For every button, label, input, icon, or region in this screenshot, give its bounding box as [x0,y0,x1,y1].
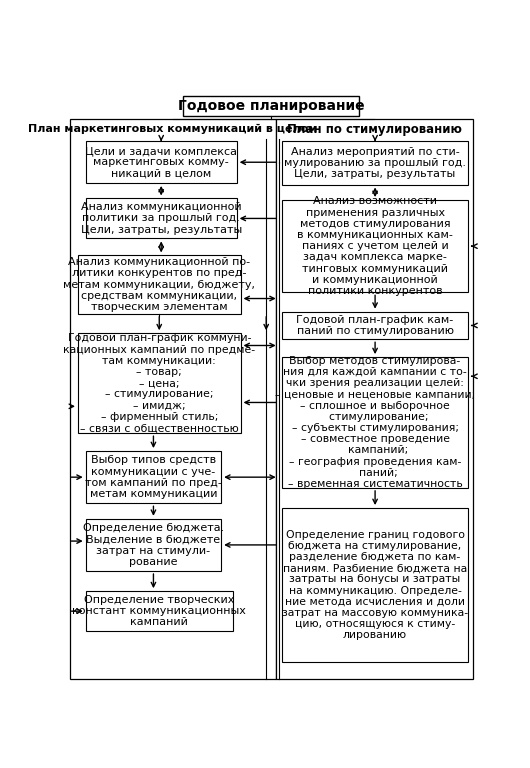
Text: План по стимулированию: План по стимулированию [287,123,462,136]
Text: Определение творческих
констант коммуникационных
кампаний: Определение творческих констант коммуник… [72,595,246,627]
Text: Годовой план-график коммуни-
кационных кампаний по предме-
там коммуникации:
– т: Годовой план-график коммуни- кационных к… [63,333,255,433]
Bar [282,200,469,293]
Bar [70,119,276,679]
Text: Годовой план-график кам-
паний по стимулированию: Годовой план-график кам- паний по стимул… [296,315,454,336]
Bar [182,96,359,116]
Text: План маркетинговых коммуникаций в целом: План маркетинговых коммуникаций в целом [28,124,317,134]
Bar [86,141,237,183]
Bar [282,357,469,488]
Bar [282,312,469,339]
Text: Выбор типов средств
коммуникации с уче-
том кампаний по пред-
метам коммуникации: Выбор типов средств коммуникации с уче- … [85,455,222,499]
Text: Анализ коммуникационной по-
литики конкурентов по пред-
метам коммуникации, бюдж: Анализ коммуникационной по- литики конку… [63,257,255,312]
Bar [276,119,473,679]
Bar [78,256,241,314]
Text: Годовое планирование: Годовое планирование [178,99,364,113]
Bar [86,591,233,631]
Bar [86,198,237,238]
Bar [86,518,221,571]
Bar [282,141,469,184]
Text: Анализ коммуникационной
политики за прошлый год.
Цели, затраты, результаты: Анализ коммуникационной политики за прош… [81,202,242,235]
Bar [86,451,221,503]
Text: Определение бюджета.
Выделение в бюджете
затрат на стимули-
рование: Определение бюджета. Выделение в бюджете… [83,523,224,567]
Text: Определение границ годового
бюджета на стимулирование,
разделение бюджета по кам: Определение границ годового бюджета на с… [282,530,468,641]
Text: Цели и задачи комплекса
маркетинговых комму-
никаций в целом: Цели и задачи комплекса маркетинговых ко… [85,146,237,178]
Text: Анализ возможности
применения различных
методов стимулирования
в коммуникационны: Анализ возможности применения различных … [297,197,453,296]
Bar [282,508,469,662]
Text: Выбор методов стимулирова-
ния для каждой кампании с то-
чки зрения реализации ц: Выбор методов стимулирова- ния для каждо… [275,356,475,489]
Bar [78,333,241,433]
Text: Анализ мероприятий по сти-
мулированию за прошлый год.
Цели, затраты, результаты: Анализ мероприятий по сти- мулированию з… [284,147,466,179]
